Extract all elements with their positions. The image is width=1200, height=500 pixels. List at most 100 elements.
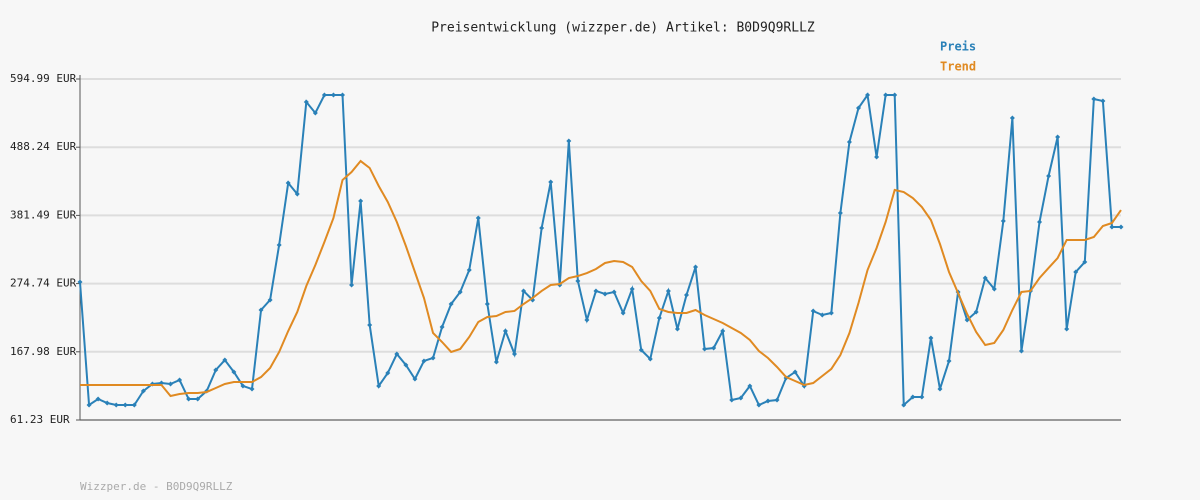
data-point	[765, 398, 771, 404]
data-point	[792, 369, 798, 375]
data-point	[231, 369, 237, 375]
data-point	[412, 376, 418, 382]
data-point	[276, 242, 282, 248]
data-point	[674, 326, 680, 332]
footer: Wizzper.de - B0D9Q9RLLZ	[80, 480, 233, 493]
data-point	[874, 154, 880, 160]
series-line	[79, 92, 1121, 408]
data-point	[340, 92, 346, 98]
data-point	[964, 317, 970, 323]
data-point	[1000, 218, 1006, 224]
data-point	[1046, 173, 1052, 179]
data-point	[819, 312, 825, 318]
data-point	[521, 288, 527, 294]
data-point	[104, 400, 110, 406]
data-point	[946, 358, 952, 364]
series-line	[80, 159, 1122, 398]
data-point	[584, 317, 590, 323]
data-point	[1109, 224, 1115, 230]
data-point	[1037, 219, 1043, 225]
data-point	[131, 402, 137, 408]
data-point	[611, 289, 617, 295]
y-tick-label: 274.74 EUR	[10, 277, 77, 290]
data-point	[403, 362, 409, 368]
data-point	[892, 92, 898, 98]
data-point	[321, 92, 327, 98]
data-point	[349, 282, 355, 288]
data-point	[647, 356, 653, 362]
data-point	[439, 324, 445, 330]
data-point	[77, 279, 83, 285]
data-point	[240, 383, 246, 389]
data-point	[910, 394, 916, 400]
data-point	[602, 291, 608, 297]
data-point	[656, 315, 662, 321]
data-point	[512, 351, 518, 357]
data-point	[1082, 259, 1088, 265]
data-point	[1100, 98, 1106, 104]
data-point	[1009, 115, 1015, 121]
data-point	[928, 335, 934, 341]
data-point	[620, 310, 626, 316]
data-point	[493, 359, 499, 365]
data-point	[1118, 224, 1124, 230]
data-point	[95, 396, 101, 402]
data-point	[729, 397, 735, 403]
data-point	[901, 402, 907, 408]
data-point	[738, 395, 744, 401]
data-point	[756, 402, 762, 408]
data-point	[168, 381, 174, 387]
data-point	[1055, 134, 1061, 140]
data-point	[665, 288, 671, 294]
data-point	[376, 383, 382, 389]
data-point	[222, 357, 228, 363]
data-point	[466, 267, 472, 273]
data-point	[258, 307, 264, 313]
data-point	[575, 278, 581, 284]
data-point	[982, 275, 988, 281]
data-point	[828, 310, 834, 316]
data-point	[693, 264, 699, 270]
data-point	[394, 351, 400, 357]
data-point	[285, 180, 291, 186]
data-point	[502, 328, 508, 334]
y-tick-label: 488.24 EUR	[10, 140, 77, 153]
data-point	[711, 345, 717, 351]
data-point	[385, 370, 391, 376]
data-point	[186, 396, 192, 402]
data-point	[539, 225, 545, 231]
data-point	[629, 286, 635, 292]
data-point	[1018, 348, 1024, 354]
data-point	[937, 386, 943, 392]
legend-label: Trend	[940, 60, 976, 74]
y-tick-label: 381.49 EUR	[10, 208, 77, 221]
legend-label: Preis	[940, 40, 976, 54]
data-point	[991, 286, 997, 292]
data-point	[1091, 96, 1097, 102]
data-point	[140, 388, 146, 394]
data-point	[195, 396, 201, 402]
y-tick-label: 61.23 EUR	[10, 413, 70, 426]
data-point	[430, 355, 436, 361]
data-point	[846, 139, 852, 145]
data-point	[865, 92, 871, 98]
data-point	[774, 397, 780, 403]
data-point	[1064, 326, 1070, 332]
data-point	[973, 309, 979, 315]
data-point	[883, 92, 889, 98]
data-point	[1073, 269, 1079, 275]
data-point	[475, 215, 481, 221]
y-tick-label: 167.98 EUR	[10, 345, 77, 358]
data-point	[249, 386, 255, 392]
data-point	[837, 210, 843, 216]
data-point	[367, 322, 373, 328]
data-point	[484, 301, 490, 307]
data-point	[122, 402, 128, 408]
data-point	[720, 328, 726, 334]
data-point	[358, 198, 364, 204]
data-point	[213, 367, 219, 373]
data-point	[312, 110, 318, 116]
data-point	[683, 292, 689, 298]
